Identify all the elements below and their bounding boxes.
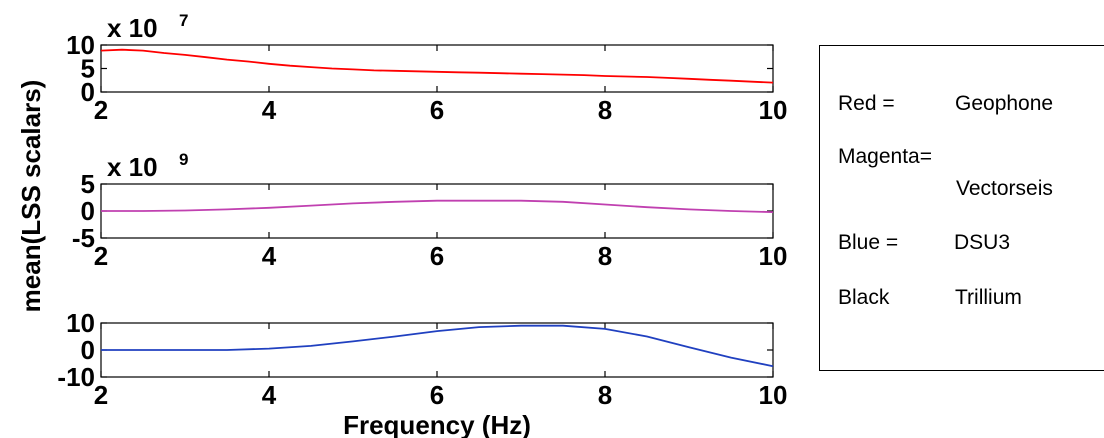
x-tick-label: 10	[759, 380, 788, 410]
y-tick-label: 10	[66, 308, 95, 338]
x-tick-label: 8	[598, 95, 612, 125]
legend-entry-blue-device: DSU3	[954, 231, 1011, 254]
x-tick-label: 4	[262, 241, 277, 271]
legend-entry-red-device: Geophone	[955, 92, 1054, 115]
y-tick-label: -10	[57, 362, 95, 392]
y-tick-label: 0	[81, 335, 95, 365]
series-line-1	[100, 48, 774, 84]
x-tick-label: 10	[759, 241, 788, 271]
y-exponent-power: 7	[179, 11, 188, 30]
x-tick-label: 6	[430, 241, 444, 271]
x-axis-label: Frequency (Hz)	[343, 410, 531, 438]
x-tick-label: 2	[94, 380, 108, 410]
x-tick-label: 6	[430, 95, 444, 125]
y-tick-label: 5	[81, 54, 95, 84]
x-tick-label: 2	[94, 95, 108, 125]
y-tick-label: 5	[81, 169, 95, 199]
legend-entry-magenta-device: Vectorseis	[956, 177, 1053, 200]
y-tick-label: 10	[66, 30, 95, 60]
subplot-2-axes-box	[100, 183, 774, 239]
x-tick-label: 8	[598, 241, 612, 271]
x-tick-label: 6	[430, 380, 444, 410]
legend-entry-magenta-label: Magenta=	[838, 145, 932, 168]
x-tick-label: 4	[262, 95, 277, 125]
subplot-1-axes-box	[100, 44, 774, 93]
subplot-2: 2 4 6 8 10 -505 x 10 9	[72, 150, 788, 271]
legend-entry-blue-label: Blue =	[838, 231, 899, 254]
y-exponent-power: 9	[179, 150, 188, 169]
legend-entry-black-device: Trillium	[955, 286, 1022, 309]
legend-entry-red-label: Red =	[838, 92, 895, 115]
x-tick-label: 4	[262, 380, 277, 410]
x-tick-label: 8	[598, 380, 612, 410]
legend-entry-black-label: Black	[838, 286, 890, 309]
x-tick-label: 10	[759, 95, 788, 125]
series-line-2	[101, 199, 774, 213]
y-exponent-label: x 10	[107, 152, 158, 182]
y-tick-label: 0	[81, 77, 95, 107]
y-axis-label: mean(LSS scalars)	[16, 80, 46, 313]
x-tick-label: 2	[94, 241, 108, 271]
y-exponent-label: x 10	[107, 13, 158, 43]
y-tick-label: 0	[81, 196, 95, 226]
series-line-3	[101, 324, 774, 368]
y-tick-label: -5	[72, 223, 95, 253]
legend: Red = Geophone Magenta= Vectorseis Blue …	[819, 45, 1104, 371]
